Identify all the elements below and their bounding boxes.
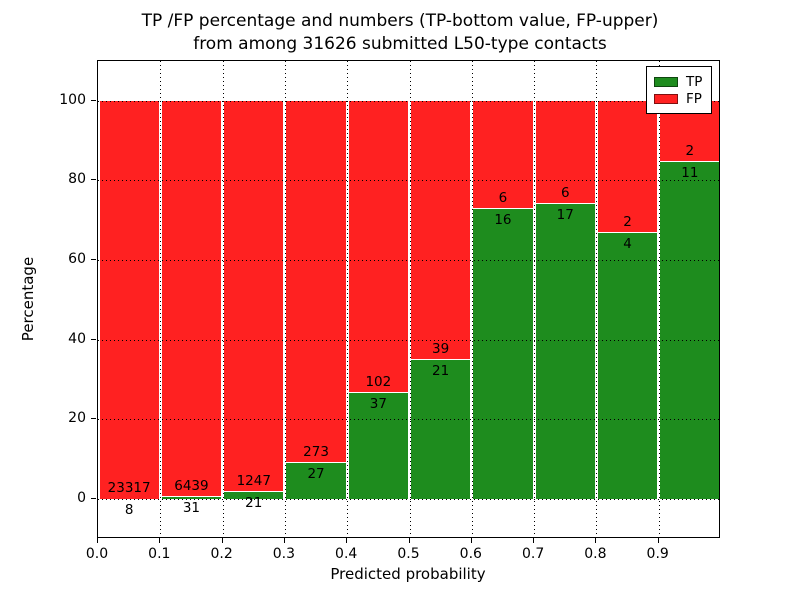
h-gridline (98, 259, 719, 261)
y-axis-label: Percentage (19, 256, 37, 342)
x-tick-label: 0.7 (521, 546, 545, 562)
bar-label-tp: 37 (369, 395, 387, 412)
v-gridline (160, 61, 162, 537)
bar-segment-fp (473, 100, 533, 210)
y-tick-mark (91, 418, 96, 420)
y-tick-mark (91, 99, 96, 101)
bar-segment-fp (286, 100, 346, 464)
y-tick-mark (91, 338, 96, 340)
y-tick-mark (91, 179, 96, 181)
bar-segment-fp (99, 100, 159, 499)
y-tick-label: 80 (68, 171, 86, 188)
plot-area: 23317 8 6439 31 1247 21 273 27 102 37 39 21 6 16 6 17 2 4… (97, 60, 720, 538)
v-gridline (222, 61, 224, 537)
bar-label-fp: 6 (560, 185, 570, 202)
x-tick-label: 0.5 (397, 546, 420, 562)
legend-label-fp: FP (686, 91, 702, 107)
bar-label-fp: 23317 (107, 479, 151, 496)
bar-label-tp: 27 (307, 466, 325, 483)
x-tick-mark (159, 538, 161, 543)
bar-segment-tp (660, 161, 720, 499)
legend-item-tp: TP (654, 75, 705, 89)
bar-segment-fp (161, 100, 222, 498)
x-tick-mark (408, 538, 410, 543)
x-tick-label: 0.4 (335, 546, 358, 562)
y-tick-mark (91, 498, 96, 499)
legend-swatch-tp-icon (654, 77, 678, 87)
bar-label-fp: 39 (432, 340, 450, 357)
bar-label-tp: 11 (681, 164, 699, 181)
y-tick-mark (91, 258, 96, 260)
v-gridline (596, 61, 598, 537)
bar-label-fp: 2 (685, 142, 695, 159)
y-tick-label: 100 (59, 91, 86, 108)
bar-segment-fp (535, 100, 595, 205)
h-gridline (98, 419, 719, 421)
x-tick-mark (533, 538, 535, 543)
legend-label-tp: TP (686, 74, 703, 90)
bar-label-tp: 8 (124, 501, 134, 518)
bar-label-tp: 17 (556, 207, 574, 224)
bar-segment-tp (473, 209, 533, 499)
h-gridline (98, 100, 719, 102)
x-tick-label: 0.1 (148, 546, 171, 562)
x-tick-label: 0.2 (210, 546, 233, 562)
v-gridline (409, 61, 411, 537)
bar-label-tp: 16 (494, 212, 512, 229)
x-tick-mark (470, 538, 472, 543)
bar-label-tp: 4 (623, 236, 632, 253)
chart-title: TP /FP percentage and numbers (TP-bottom… (0, 10, 800, 56)
bar-segment-fp (597, 100, 658, 234)
y-tick-label: 0 (77, 490, 86, 506)
h-gridline (98, 339, 719, 341)
h-gridline (98, 180, 719, 182)
bar-segment-fp (224, 100, 284, 493)
bar-label-fp: 273 (303, 444, 329, 461)
bar-segment-tp (411, 359, 471, 499)
x-tick-label: 0.8 (584, 546, 607, 562)
bar-label-fp: 102 (365, 373, 392, 390)
x-tick-mark (657, 538, 659, 543)
bar-segment-tp (161, 497, 222, 499)
v-gridline (471, 61, 473, 537)
chart-title-line2: from among 31626 submitted L50-type cont… (193, 34, 607, 54)
y-tick-label: 40 (68, 330, 86, 347)
x-tick-mark (595, 538, 597, 543)
x-tick-label: 0.6 (459, 546, 482, 562)
bar-segment-tp (224, 492, 284, 499)
x-tick-mark (221, 538, 223, 543)
h-gridline (98, 499, 719, 500)
bar-segment-tp (286, 463, 346, 499)
x-tick-label: 0.0 (85, 546, 109, 562)
x-tick-label: 0.9 (646, 546, 669, 562)
chart-title-line1: TP /FP percentage and numbers (TP-bottom… (141, 11, 659, 31)
v-gridline (658, 61, 660, 537)
v-gridline (284, 61, 286, 537)
x-axis-label: Predicted probability (330, 565, 486, 583)
x-tick-label: 0.3 (272, 546, 296, 562)
v-gridline (534, 61, 536, 537)
bar-label-tp: 31 (182, 500, 201, 517)
y-tick-label: 60 (68, 250, 86, 267)
x-tick-mark (283, 538, 285, 543)
bar-label-tp: 21 (245, 495, 263, 512)
bar-label-fp: 6439 (174, 478, 209, 495)
bar-label-fp: 2 (623, 214, 632, 231)
legend-item-fp: FP (654, 92, 705, 106)
bar-label-fp: 6 (498, 190, 508, 207)
legend: TP FP (646, 66, 712, 114)
bar-segment-tp (348, 392, 408, 499)
bar-segment-fp (411, 100, 471, 360)
legend-swatch-fp-icon (654, 94, 678, 104)
v-gridline (347, 61, 349, 537)
x-tick-mark (97, 538, 98, 543)
bar-segment-tp (535, 204, 595, 499)
bar-label-fp: 1247 (236, 473, 271, 490)
bar-segment-fp (348, 100, 408, 393)
bar-segment-tp (597, 233, 658, 499)
x-tick-mark (346, 538, 348, 543)
bar-label-tp: 21 (432, 362, 450, 379)
y-tick-label: 20 (68, 410, 86, 427)
